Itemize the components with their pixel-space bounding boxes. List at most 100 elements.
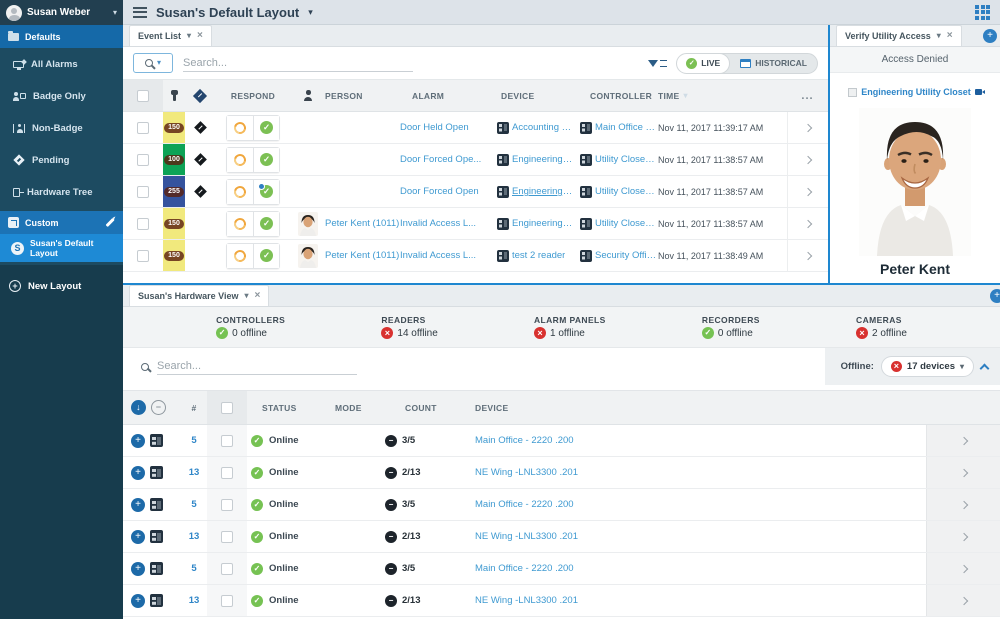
row-checkbox[interactable] xyxy=(221,563,233,575)
hamburger-icon[interactable] xyxy=(133,7,147,18)
expand-all-icon[interactable] xyxy=(131,400,146,415)
filter-icon[interactable] xyxy=(648,60,667,67)
alarm-link[interactable]: Door Held Open xyxy=(400,122,469,133)
collapse-chevron-icon[interactable] xyxy=(980,363,990,373)
device-count-link[interactable]: 13 xyxy=(189,531,200,542)
acknowledge-button[interactable] xyxy=(227,180,253,204)
add-device-icon[interactable] xyxy=(131,594,145,608)
offline-devices-dropdown[interactable]: 17 devices ▾ xyxy=(881,356,974,377)
row-expand-button[interactable] xyxy=(787,208,828,239)
apps-grid-icon[interactable] xyxy=(975,5,990,20)
device-count-link[interactable]: 5 xyxy=(191,499,196,510)
hardware-row[interactable]: 5 Online 3/5 Main Office - 2220 .200 xyxy=(123,425,1000,457)
device-link[interactable]: Engineering Utilit xyxy=(512,186,574,197)
collapse-all-icon[interactable] xyxy=(151,400,166,415)
row-expand-button[interactable] xyxy=(926,553,1000,584)
device-link[interactable]: Main Office - 2220 .200 xyxy=(475,563,574,574)
number-header[interactable]: # xyxy=(181,391,207,424)
controller-link[interactable]: Utility Closet LNL xyxy=(595,186,657,197)
tab-event-list[interactable]: Event List ▾ × xyxy=(129,25,212,46)
controller-header[interactable]: CONTROLLER xyxy=(580,80,658,111)
clear-button[interactable] xyxy=(253,212,279,236)
row-expand-button[interactable] xyxy=(926,585,1000,616)
add-panel-button[interactable] xyxy=(983,29,997,43)
row-expand-button[interactable] xyxy=(787,112,828,143)
alarm-link[interactable]: Door Forced Ope... xyxy=(400,154,481,165)
person-link[interactable]: Peter Kent (1011) xyxy=(325,218,399,229)
close-icon[interactable]: × xyxy=(255,291,261,301)
row-checkbox[interactable] xyxy=(221,467,233,479)
controller-link[interactable]: Main Office - 222 xyxy=(595,122,657,133)
row-expand-button[interactable] xyxy=(787,176,828,207)
add-device-icon[interactable] xyxy=(131,562,145,576)
clear-button[interactable] xyxy=(253,244,279,268)
hardware-row[interactable]: 13 Online 2/13 NE Wing -LNL3300 .201 xyxy=(123,585,1000,617)
live-toggle-button[interactable]: LIVE xyxy=(676,53,730,74)
add-panel-button[interactable] xyxy=(990,289,1000,303)
clear-button[interactable] xyxy=(253,116,279,140)
caret-down-icon[interactable]: ▾ xyxy=(245,292,249,300)
add-device-icon[interactable] xyxy=(131,466,145,480)
select-all-checkbox[interactable] xyxy=(221,402,233,414)
event-search-input[interactable] xyxy=(183,55,413,72)
new-layout-button[interactable]: New Layout xyxy=(0,271,123,301)
device-count-link[interactable]: 13 xyxy=(189,595,200,606)
tab-susans-hardware-view[interactable]: Susan's Hardware View ▾ × xyxy=(129,285,269,306)
edit-pencil-icon[interactable] xyxy=(106,218,115,227)
device-link[interactable]: Engineering Utilit xyxy=(512,154,574,165)
device-header[interactable]: DEVICE xyxy=(459,391,926,424)
hardware-row[interactable]: 5 Online 3/5 Main Office - 2220 .200 xyxy=(123,489,1000,521)
hardware-row[interactable]: 13 Online 2/13 NE Wing -LNL3300 .201 xyxy=(123,457,1000,489)
row-checkbox[interactable] xyxy=(137,122,149,134)
historical-toggle-button[interactable]: HISTORICAL xyxy=(730,58,817,68)
acknowledge-button[interactable] xyxy=(227,212,253,236)
close-icon[interactable]: × xyxy=(947,31,953,41)
count-header[interactable]: COUNT xyxy=(383,391,459,424)
event-row[interactable]: 150 Door Held Open Accounting Main Main … xyxy=(123,112,828,144)
search-options-button[interactable]: ▾ xyxy=(133,53,173,73)
row-checkbox[interactable] xyxy=(221,531,233,543)
user-menu[interactable]: Susan Weber ▾ xyxy=(0,0,123,25)
mode-header[interactable]: MODE xyxy=(335,391,383,424)
caret-down-icon[interactable]: ▾ xyxy=(308,7,313,18)
event-row[interactable]: 100 Door Forced Ope... Engineering Utili… xyxy=(123,144,828,176)
hardware-search-input[interactable] xyxy=(157,358,357,375)
sidebar-item-all-alarms[interactable]: All Alarms xyxy=(0,48,123,80)
respond-header[interactable]: RESPOND xyxy=(215,80,291,111)
row-expand-button[interactable] xyxy=(926,521,1000,552)
device-link[interactable]: NE Wing -LNL3300 .201 xyxy=(475,467,578,478)
controller-link[interactable]: Utility Closet LNL xyxy=(595,154,657,165)
acknowledge-button[interactable] xyxy=(227,148,253,172)
device-count-link[interactable]: 5 xyxy=(191,563,196,574)
event-row[interactable]: 150 Peter Kent (1011) Invalid Access L..… xyxy=(123,240,828,272)
row-checkbox[interactable] xyxy=(221,499,233,511)
row-expand-button[interactable] xyxy=(787,144,828,175)
caret-down-icon[interactable]: ▾ xyxy=(187,32,191,40)
time-header[interactable]: TIME▾ xyxy=(658,80,787,111)
acknowledge-button[interactable] xyxy=(227,116,253,140)
sidebar-item-pending[interactable]: Pending xyxy=(0,144,123,176)
device-link[interactable]: test 2 reader xyxy=(512,250,565,261)
person-link[interactable]: Peter Kent (1011) xyxy=(325,250,399,261)
row-checkbox[interactable] xyxy=(137,154,149,166)
hardware-row[interactable]: 5 Online 3/5 Main Office - 2220 .200 xyxy=(123,553,1000,585)
close-icon[interactable]: × xyxy=(197,31,203,41)
caret-down-icon[interactable]: ▾ xyxy=(937,32,941,40)
hardware-row[interactable]: 13 Online 2/13 NE Wing -LNL3300 .201 xyxy=(123,521,1000,553)
row-expand-button[interactable] xyxy=(787,240,828,271)
device-checkbox[interactable] xyxy=(848,88,857,97)
clear-button[interactable] xyxy=(253,180,279,204)
alarm-link[interactable]: Invalid Access L... xyxy=(400,218,476,229)
alarm-link[interactable]: Invalid Access L... xyxy=(400,250,476,261)
event-row[interactable]: 150 Peter Kent (1011) Invalid Access L..… xyxy=(123,208,828,240)
acknowledge-button[interactable] xyxy=(227,244,253,268)
device-link[interactable]: NE Wing -LNL3300 .201 xyxy=(475,595,578,606)
device-count-link[interactable]: 13 xyxy=(189,467,200,478)
sidebar-item-susans-default-layout[interactable]: S Susan's Default Layout xyxy=(0,234,123,262)
add-device-icon[interactable] xyxy=(131,498,145,512)
add-device-icon[interactable] xyxy=(131,530,145,544)
alarm-header[interactable]: ALARM xyxy=(400,80,497,111)
row-expand-button[interactable] xyxy=(926,489,1000,520)
row-checkbox[interactable] xyxy=(221,595,233,607)
alarm-link[interactable]: Door Forced Open xyxy=(400,186,479,197)
